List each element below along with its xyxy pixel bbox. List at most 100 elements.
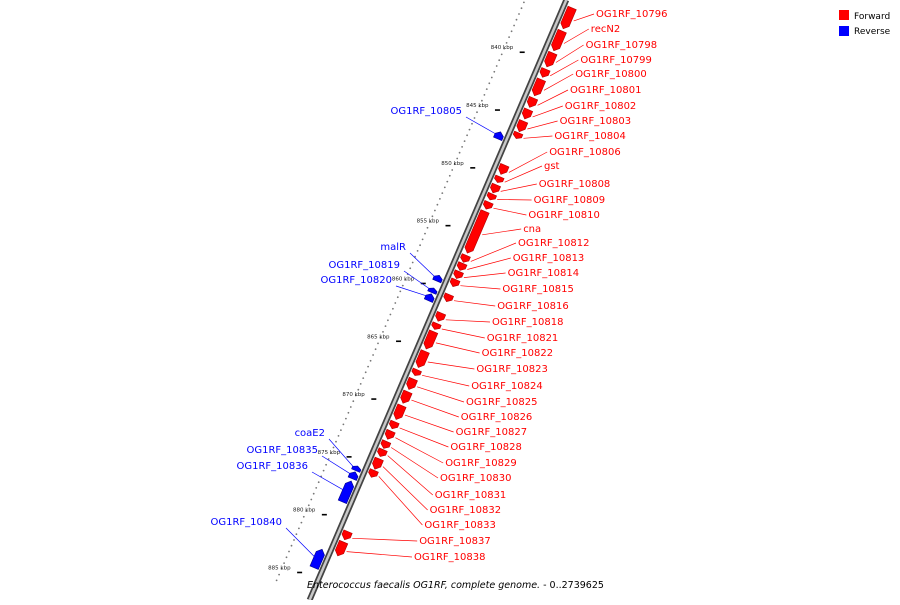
- forward-gene-label[interactable]: OG1RF_10826: [461, 412, 533, 423]
- reverse-gene-label[interactable]: OG1RF_10820: [321, 275, 393, 286]
- forward-gene-OG1RF_10812[interactable]: [460, 253, 471, 263]
- reverse-gene-label[interactable]: OG1RF_10835: [247, 445, 319, 456]
- forward-gene-label[interactable]: OG1RF_10831: [435, 490, 507, 501]
- forward-gene-label[interactable]: OG1RF_10814: [508, 268, 579, 279]
- reverse-gene-label[interactable]: OG1RF_10840: [211, 517, 283, 528]
- forward-gene-gst[interactable]: [494, 174, 505, 183]
- reverse-gene-OG1RF_10805[interactable]: [493, 131, 504, 141]
- forward-gene-OG1RF_10796[interactable]: [560, 5, 577, 30]
- scale-dot: [362, 377, 365, 379]
- forward-gene-label[interactable]: OG1RF_10803: [560, 116, 632, 127]
- forward-gene-cna[interactable]: [464, 209, 490, 254]
- legend-item-reverse[interactable]: Reverse: [839, 26, 891, 37]
- forward-gene-OG1RF_10806[interactable]: [498, 163, 510, 175]
- reverse-gene-malR[interactable]: [432, 274, 443, 284]
- forward-gene-label[interactable]: OG1RF_10822: [482, 348, 553, 359]
- forward-gene-label[interactable]: OG1RF_10806: [549, 147, 621, 158]
- forward-gene-label[interactable]: OG1RF_10829: [445, 458, 517, 469]
- forward-gene-label[interactable]: OG1RF_10821: [487, 333, 559, 344]
- forward-gene-label[interactable]: OG1RF_10809: [534, 195, 606, 206]
- reverse-gene-OG1RF_10836[interactable]: [337, 480, 355, 504]
- forward-gene-OG1RF_10822[interactable]: [423, 329, 439, 350]
- scale-tick-label: 870 kbp: [342, 392, 365, 398]
- reverse-gene-OG1RF_10819[interactable]: [427, 287, 438, 295]
- forward-gene-OG1RF_10815[interactable]: [449, 277, 461, 287]
- forward-gene-OG1RF_10813[interactable]: [456, 261, 468, 271]
- forward-gene-OG1RF_10816[interactable]: [443, 292, 454, 302]
- forward-gene-OG1RF_10821[interactable]: [431, 321, 442, 330]
- reverse-gene-label[interactable]: OG1RF_10805: [391, 106, 463, 117]
- forward-gene-label[interactable]: OG1RF_10813: [513, 253, 585, 264]
- reverse-gene-label[interactable]: OG1RF_10836: [237, 461, 309, 472]
- reverse-gene-OG1RF_10835[interactable]: [347, 471, 359, 481]
- scale-dot: [481, 99, 483, 102]
- reverse-gene-label[interactable]: malR: [380, 242, 406, 253]
- reverse-gene-OG1RF_10840[interactable]: [309, 548, 325, 570]
- forward-gene-label[interactable]: OG1RF_10823: [476, 364, 548, 375]
- forward-gene-OG1RF_10809[interactable]: [486, 191, 497, 201]
- forward-gene-label[interactable]: OG1RF_10833: [424, 520, 496, 531]
- forward-gene-OG1RF_10826[interactable]: [400, 389, 413, 404]
- forward-gene-OG1RF_10830[interactable]: [380, 439, 392, 449]
- forward-gene-OG1RF_10833[interactable]: [368, 468, 379, 478]
- forward-gene-OG1RF_10808[interactable]: [490, 182, 501, 194]
- forward-gene-label[interactable]: OG1RF_10801: [570, 85, 642, 96]
- forward-gene-label[interactable]: OG1RF_10830: [440, 473, 512, 484]
- forward-gene-label[interactable]: recN2: [591, 24, 620, 35]
- forward-gene-OG1RF_10799[interactable]: [539, 67, 551, 78]
- forward-gene-OG1RF_10828[interactable]: [388, 419, 400, 430]
- forward-gene-OG1RF_10837[interactable]: [341, 529, 353, 541]
- scale-dot: [495, 65, 498, 67]
- forward-gene-label[interactable]: OG1RF_10815: [502, 284, 574, 295]
- reverse-gene-OG1RF_10820[interactable]: [423, 293, 435, 303]
- legend-item-forward[interactable]: Forward: [839, 10, 890, 22]
- forward-gene-OG1RF_10801[interactable]: [526, 96, 539, 108]
- reverse-gene-leader: [285, 527, 316, 558]
- forward-gene-OG1RF_10803[interactable]: [516, 119, 529, 133]
- forward-gene-OG1RF_10823[interactable]: [415, 349, 430, 368]
- forward-gene-label[interactable]: OG1RF_10825: [466, 397, 538, 408]
- scale-dot: [473, 117, 476, 119]
- forward-gene-label[interactable]: cna: [523, 224, 541, 235]
- forward-gene-OG1RF_10804[interactable]: [512, 130, 524, 139]
- forward-gene-OG1RF_10829[interactable]: [384, 428, 396, 440]
- forward-gene-label[interactable]: OG1RF_10798: [586, 40, 658, 51]
- forward-gene-OG1RF_10800[interactable]: [531, 77, 546, 97]
- forward-gene-label[interactable]: OG1RF_10818: [492, 317, 564, 328]
- forward-gene-OG1RF_10832[interactable]: [372, 456, 384, 470]
- forward-gene-OG1RF_10810[interactable]: [482, 200, 494, 210]
- forward-gene-label[interactable]: OG1RF_10812: [518, 238, 590, 249]
- forward-gene-label[interactable]: OG1RF_10827: [456, 427, 527, 438]
- forward-gene-OG1RF_10802[interactable]: [521, 107, 534, 120]
- forward-gene-label[interactable]: OG1RF_10800: [575, 69, 647, 80]
- forward-gene-label[interactable]: OG1RF_10804: [554, 131, 626, 142]
- forward-gene-OG1RF_10818[interactable]: [435, 311, 447, 322]
- forward-gene-leader: [441, 328, 485, 339]
- forward-gene-OG1RF_10824[interactable]: [411, 367, 422, 376]
- forward-gene-OG1RF_10831[interactable]: [377, 447, 388, 457]
- forward-gene-label[interactable]: OG1RF_10837: [419, 536, 491, 547]
- forward-gene-label[interactable]: OG1RF_10808: [539, 179, 611, 190]
- forward-gene-label[interactable]: OG1RF_10824: [471, 381, 543, 392]
- forward-gene-label[interactable]: OG1RF_10838: [414, 552, 486, 563]
- forward-gene-OG1RF_10814[interactable]: [453, 269, 464, 279]
- forward-gene-label[interactable]: OG1RF_10828: [450, 442, 522, 453]
- forward-gene-label[interactable]: OG1RF_10832: [430, 505, 502, 516]
- forward-gene-label[interactable]: gst: [544, 161, 560, 172]
- forward-gene-leader: [532, 105, 563, 118]
- forward-gene-label[interactable]: OG1RF_10796: [596, 9, 668, 20]
- forward-gene-OG1RF_10827[interactable]: [393, 403, 407, 420]
- forward-gene-OG1RF_10798[interactable]: [544, 50, 558, 68]
- forward-gene-OG1RF_10838[interactable]: [334, 539, 349, 557]
- forward-gene-OG1RF_10825[interactable]: [406, 376, 418, 390]
- forward-gene-recN2[interactable]: [551, 28, 567, 52]
- reverse-gene-label[interactable]: OG1RF_10819: [329, 260, 401, 271]
- reverse-gene-label[interactable]: coaE2: [295, 428, 325, 439]
- scale-dot: [434, 209, 436, 212]
- forward-gene-label[interactable]: OG1RF_10802: [565, 101, 637, 112]
- scale-tick-label: 875 kbp: [318, 450, 341, 456]
- reverse-gene-coaE2[interactable]: [351, 465, 362, 473]
- forward-gene-label[interactable]: OG1RF_10816: [497, 301, 569, 312]
- forward-gene-label[interactable]: OG1RF_10810: [528, 210, 600, 221]
- forward-gene-label[interactable]: OG1RF_10799: [580, 55, 652, 66]
